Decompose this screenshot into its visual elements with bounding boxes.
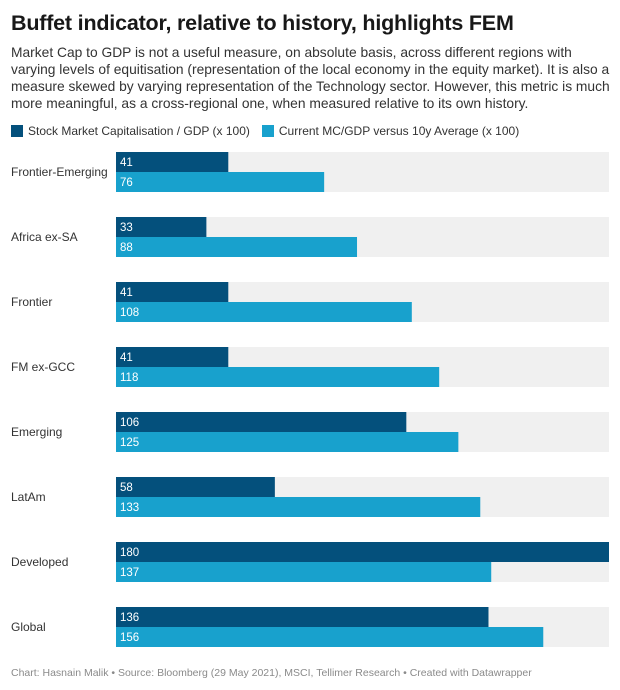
bar-value-label: 180 xyxy=(120,547,139,559)
category-label: Global xyxy=(11,620,46,634)
bar-vs-average xyxy=(116,497,481,517)
bar-market-cap xyxy=(116,607,489,627)
category-label: FM ex-GCC xyxy=(11,360,75,374)
bar-market-cap xyxy=(116,542,609,562)
bar-value-label: 133 xyxy=(120,502,139,514)
bar-value-label: 156 xyxy=(120,632,139,644)
bar-vs-average xyxy=(116,172,325,192)
bar-value-label: 41 xyxy=(120,157,133,169)
bar-value-label: 76 xyxy=(120,177,133,189)
category-label: Emerging xyxy=(11,425,62,439)
bar-market-cap xyxy=(116,152,229,172)
bar-value-label: 125 xyxy=(120,437,139,449)
bar-value-label: 136 xyxy=(120,612,139,624)
chart-subtitle: Market Cap to GDP is not a useful measur… xyxy=(11,45,610,111)
bar-vs-average xyxy=(116,237,358,257)
category-label: Africa ex-SA xyxy=(11,230,78,244)
bar-vs-average xyxy=(116,627,544,647)
bar-value-label: 41 xyxy=(120,287,133,299)
bar-value-label: 41 xyxy=(120,352,133,364)
legend-item-market-cap: Stock Market Capitalisation / GDP (x 100… xyxy=(11,124,250,138)
legend-swatch-light xyxy=(261,125,274,137)
legend-item-vs-average: Current MC/GDP versus 10y Average (x 100… xyxy=(261,124,520,138)
legend-label-vs-average: Current MC/GDP versus 10y Average (x 100… xyxy=(278,124,520,138)
bar-value-label: 118 xyxy=(120,372,138,384)
bar-market-cap xyxy=(116,347,229,367)
category-label: Frontier-Emerging xyxy=(11,165,108,179)
bar-market-cap xyxy=(116,217,207,237)
bar-vs-average xyxy=(116,432,459,452)
category-label: Developed xyxy=(11,555,68,569)
chart-title: Buffet indicator, relative to history, h… xyxy=(11,11,514,35)
bar-value-label: 108 xyxy=(120,307,139,319)
bar-vs-average xyxy=(116,367,440,387)
bar-market-cap xyxy=(116,477,275,497)
legend-label-market-cap: Stock Market Capitalisation / GDP (x 100… xyxy=(28,124,250,138)
bar-value-label: 106 xyxy=(120,417,139,429)
legend-swatch-dark xyxy=(11,125,23,137)
bar-value-label: 88 xyxy=(120,242,133,254)
bar-vs-average xyxy=(116,562,492,582)
bar-value-label: 137 xyxy=(120,567,139,579)
category-label: Frontier xyxy=(11,295,52,309)
category-label: LatAm xyxy=(11,490,46,504)
legend: Stock Market Capitalisation / GDP (x 100… xyxy=(11,124,531,138)
bar-market-cap xyxy=(116,282,229,302)
chart-footer: Chart: Hasnain Malik • Source: Bloomberg… xyxy=(11,667,532,679)
bar-market-cap xyxy=(116,412,407,432)
bar-value-label: 58 xyxy=(120,482,133,494)
bar-vs-average xyxy=(116,302,412,322)
bar-value-label: 33 xyxy=(120,222,133,234)
